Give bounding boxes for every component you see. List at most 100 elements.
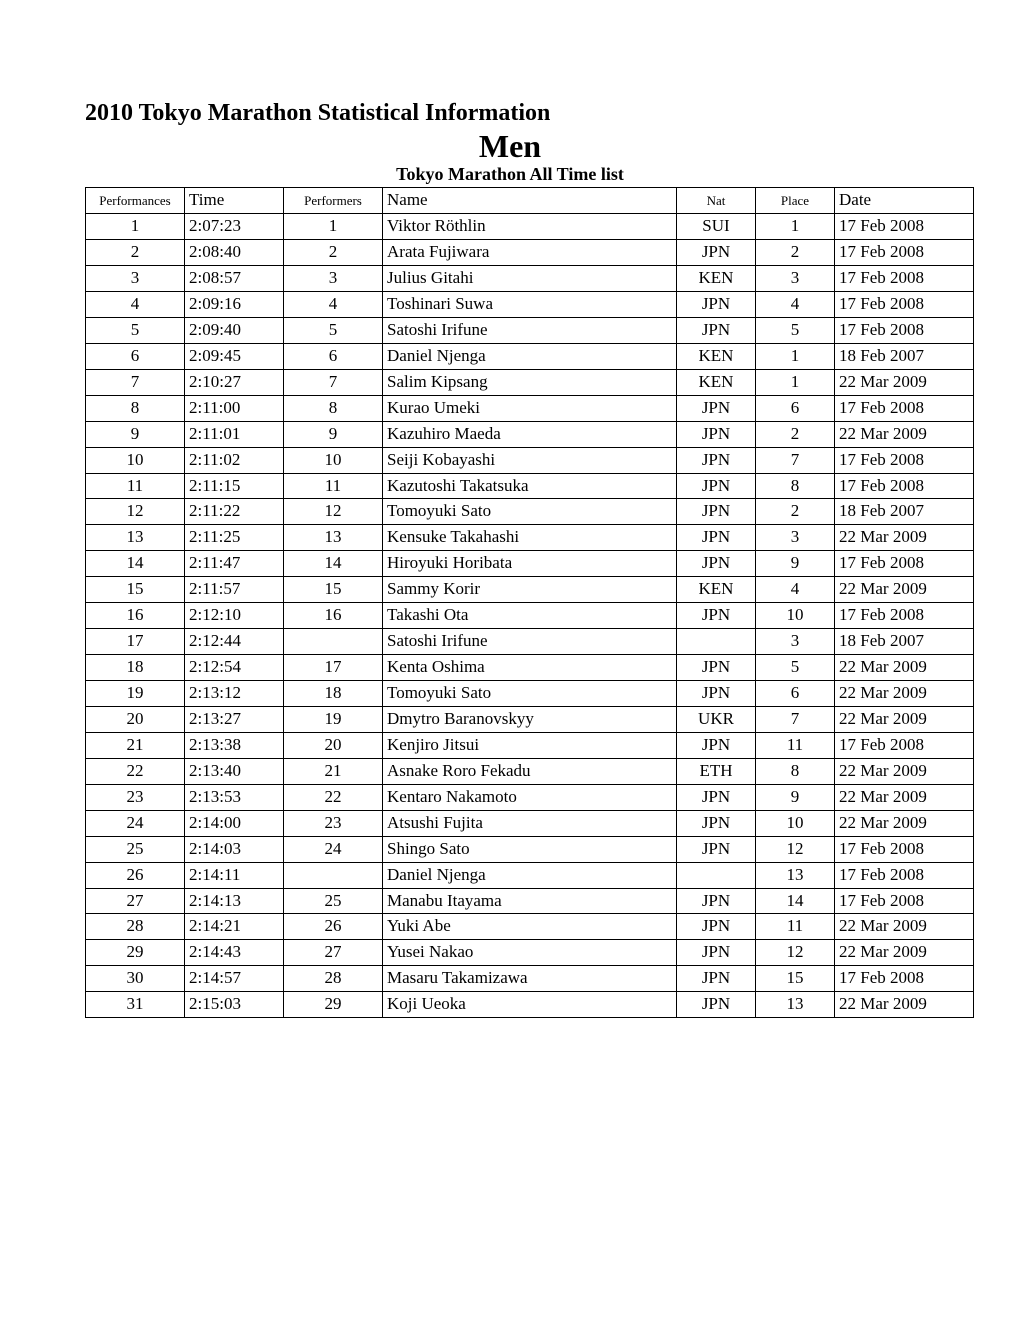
cell-performers: 21: [284, 758, 383, 784]
cell-name: Kensuke Takahashi: [383, 525, 677, 551]
cell-place: 12: [756, 940, 835, 966]
table-row: 72:10:277Salim KipsangKEN122 Mar 2009: [86, 369, 974, 395]
cell-performers: [284, 862, 383, 888]
cell-performances: 3: [86, 266, 185, 292]
cell-place: 13: [756, 862, 835, 888]
col-header-name: Name: [383, 188, 677, 214]
cell-place: 8: [756, 473, 835, 499]
cell-name: Daniel Njenga: [383, 862, 677, 888]
table-row: 22:08:402Arata FujiwaraJPN217 Feb 2008: [86, 240, 974, 266]
cell-nat: ETH: [677, 758, 756, 784]
cell-time: 2:11:02: [185, 447, 284, 473]
cell-performances: 19: [86, 681, 185, 707]
cell-name: Toshinari Suwa: [383, 291, 677, 317]
cell-date: 22 Mar 2009: [835, 914, 974, 940]
cell-date: 17 Feb 2008: [835, 473, 974, 499]
cell-date: 22 Mar 2009: [835, 577, 974, 603]
cell-date: 17 Feb 2008: [835, 732, 974, 758]
table-title: Tokyo Marathon All Time list: [85, 164, 935, 185]
cell-date: 22 Mar 2009: [835, 706, 974, 732]
cell-date: 22 Mar 2009: [835, 992, 974, 1018]
cell-performances: 24: [86, 810, 185, 836]
cell-time: 2:09:16: [185, 291, 284, 317]
cell-performers: 9: [284, 421, 383, 447]
cell-place: 2: [756, 499, 835, 525]
cell-performers: 20: [284, 732, 383, 758]
cell-performers: 14: [284, 551, 383, 577]
all-time-list-table: PerformancesTimePerformersNameNatPlaceDa…: [85, 187, 974, 1018]
cell-nat: JPN: [677, 888, 756, 914]
cell-name: Satoshi Irifune: [383, 629, 677, 655]
cell-nat: KEN: [677, 369, 756, 395]
cell-date: 17 Feb 2008: [835, 966, 974, 992]
cell-performers: 3: [284, 266, 383, 292]
cell-time: 2:08:57: [185, 266, 284, 292]
cell-performances: 17: [86, 629, 185, 655]
table-row: 212:13:3820Kenjiro JitsuiJPN1117 Feb 200…: [86, 732, 974, 758]
cell-place: 9: [756, 784, 835, 810]
cell-name: Yuki Abe: [383, 914, 677, 940]
cell-name: Seiji Kobayashi: [383, 447, 677, 473]
cell-performances: 30: [86, 966, 185, 992]
cell-performers: 7: [284, 369, 383, 395]
cell-time: 2:11:01: [185, 421, 284, 447]
cell-date: 22 Mar 2009: [835, 784, 974, 810]
cell-time: 2:10:27: [185, 369, 284, 395]
col-header-place: Place: [756, 188, 835, 214]
cell-nat: SUI: [677, 214, 756, 240]
table-row: 32:08:573Julius GitahiKEN317 Feb 2008: [86, 266, 974, 292]
cell-name: Takashi Ota: [383, 603, 677, 629]
cell-time: 2:12:44: [185, 629, 284, 655]
table-row: 172:12:44Satoshi Irifune318 Feb 2007: [86, 629, 974, 655]
cell-performances: 25: [86, 836, 185, 862]
cell-performances: 2: [86, 240, 185, 266]
cell-nat: KEN: [677, 266, 756, 292]
cell-nat: JPN: [677, 603, 756, 629]
cell-name: Salim Kipsang: [383, 369, 677, 395]
cell-date: 18 Feb 2007: [835, 499, 974, 525]
table-row: 62:09:456Daniel NjengaKEN118 Feb 2007: [86, 343, 974, 369]
table-row: 102:11:0210Seiji KobayashiJPN717 Feb 200…: [86, 447, 974, 473]
cell-time: 2:13:27: [185, 706, 284, 732]
cell-name: Atsushi Fujita: [383, 810, 677, 836]
table-row: 122:11:2212Tomoyuki SatoJPN218 Feb 2007: [86, 499, 974, 525]
cell-time: 2:13:12: [185, 681, 284, 707]
table-row: 82:11:008Kurao UmekiJPN617 Feb 2008: [86, 395, 974, 421]
col-header-nat: Nat: [677, 188, 756, 214]
cell-time: 2:14:43: [185, 940, 284, 966]
cell-place: 5: [756, 655, 835, 681]
cell-performers: 22: [284, 784, 383, 810]
cell-time: 2:13:40: [185, 758, 284, 784]
cell-place: 6: [756, 681, 835, 707]
cell-performances: 16: [86, 603, 185, 629]
cell-time: 2:09:40: [185, 317, 284, 343]
cell-date: 17 Feb 2008: [835, 862, 974, 888]
table-row: 112:11:1511Kazutoshi TakatsukaJPN817 Feb…: [86, 473, 974, 499]
cell-performers: 4: [284, 291, 383, 317]
cell-name: Kazutoshi Takatsuka: [383, 473, 677, 499]
cell-performers: 2: [284, 240, 383, 266]
page-title: 2010 Tokyo Marathon Statistical Informat…: [85, 100, 935, 127]
cell-time: 2:11:47: [185, 551, 284, 577]
cell-place: 4: [756, 577, 835, 603]
cell-performances: 9: [86, 421, 185, 447]
cell-date: 17 Feb 2008: [835, 214, 974, 240]
table-row: 262:14:11Daniel Njenga1317 Feb 2008: [86, 862, 974, 888]
cell-date: 22 Mar 2009: [835, 525, 974, 551]
cell-name: Kenjiro Jitsui: [383, 732, 677, 758]
cell-time: 2:12:10: [185, 603, 284, 629]
cell-place: 15: [756, 966, 835, 992]
cell-date: 22 Mar 2009: [835, 421, 974, 447]
cell-performances: 13: [86, 525, 185, 551]
cell-nat: JPN: [677, 914, 756, 940]
cell-name: Arata Fujiwara: [383, 240, 677, 266]
cell-place: 13: [756, 992, 835, 1018]
cell-date: 17 Feb 2008: [835, 395, 974, 421]
col-header-time: Time: [185, 188, 284, 214]
cell-performances: 31: [86, 992, 185, 1018]
cell-place: 14: [756, 888, 835, 914]
table-row: 142:11:4714Hiroyuki HoribataJPN917 Feb 2…: [86, 551, 974, 577]
cell-performers: 19: [284, 706, 383, 732]
cell-time: 2:09:45: [185, 343, 284, 369]
table-row: 182:12:5417Kenta OshimaJPN522 Mar 2009: [86, 655, 974, 681]
